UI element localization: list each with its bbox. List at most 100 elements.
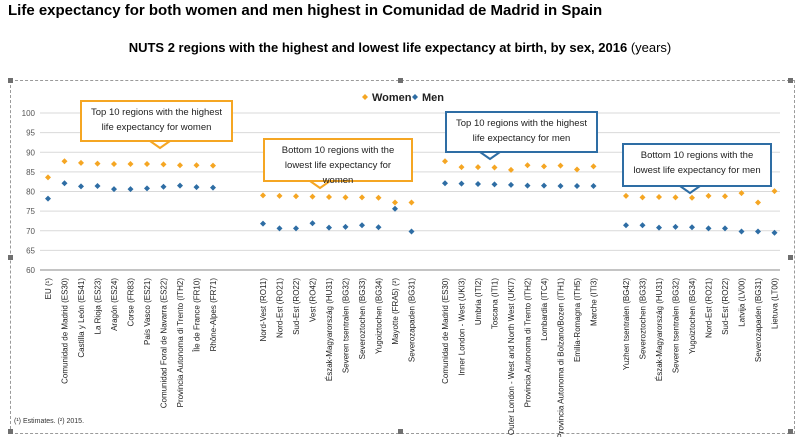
men-point <box>656 224 662 231</box>
men-point <box>590 183 597 190</box>
resize-handle[interactable] <box>788 255 793 260</box>
category-label: La Rioja (ES23) <box>94 278 103 335</box>
men-point <box>144 185 150 192</box>
category-label: Severozapaden (BG31) <box>754 278 763 362</box>
category-label: Latvija (LV00) <box>738 278 747 327</box>
men-point <box>45 195 51 202</box>
legend-women-label: Women <box>372 92 412 104</box>
category-label: Severen tsentralen (BG32) <box>342 278 351 373</box>
category-label: Comunidad de Madrid (ES30) <box>441 278 450 384</box>
legend-men-label: Men <box>422 92 444 104</box>
category-label: Severoztochen (BG33) <box>639 278 648 360</box>
y-tick-label: 95 <box>26 129 35 138</box>
category-label: Comunidad Foral de Navarra (ES22) <box>160 278 169 409</box>
women-point <box>689 194 695 201</box>
category-label: Marche (ITI3) <box>590 278 599 326</box>
men-point <box>375 224 382 231</box>
callout-pointer <box>309 180 331 190</box>
callout-box: Top 10 regions with the highest life exp… <box>445 111 598 153</box>
men-point <box>193 184 200 191</box>
men-point <box>293 225 299 232</box>
women-point <box>590 163 597 170</box>
category-label: Corse (FR83) <box>127 278 136 327</box>
women-point <box>111 161 117 168</box>
men-point <box>623 222 629 229</box>
women-point <box>276 192 283 199</box>
category-label: Nord-Est (RO21) <box>705 278 714 338</box>
y-tick-label: 85 <box>26 168 35 177</box>
women-point <box>144 161 150 168</box>
category-label: Yugoiztochen (BG34) <box>688 278 697 354</box>
category-label: Severoztochen (BG33) <box>358 278 367 360</box>
men-point <box>160 183 167 190</box>
category-label: Aragón (ES24) <box>110 278 119 331</box>
women-point <box>623 192 629 199</box>
men-point <box>689 224 695 231</box>
callout-text: Bottom 10 regions with the lowest life e… <box>633 150 761 176</box>
category-label: Észak-Magyarország (HU31) <box>325 278 334 381</box>
callout-text: Bottom 10 regions with the lowest life e… <box>281 145 395 186</box>
resize-handle[interactable] <box>398 429 403 434</box>
footnote: (¹) Estimates. (²) 2015. <box>14 418 85 425</box>
women-point <box>458 164 465 171</box>
men-point <box>524 182 531 189</box>
men-point <box>276 225 283 232</box>
chart-headline: Life expectancy for both women and men h… <box>8 2 603 19</box>
callout-box: Bottom 10 regions with the lowest life e… <box>622 143 772 187</box>
category-label: Észak-Magyarország (HU31) <box>655 278 664 381</box>
category-label: Provincia Autonoma di Trento (ITH2) <box>524 278 533 408</box>
y-tick-label: 90 <box>26 148 35 157</box>
category-label: Île de France (FR10) <box>193 278 202 353</box>
callout-pointer <box>679 185 701 195</box>
category-label: Nord-Vest (RO11) <box>259 278 268 342</box>
women-point <box>408 199 415 206</box>
resize-handle[interactable] <box>8 255 13 260</box>
women-point <box>475 164 481 171</box>
category-label: Comunidad de Madrid (ES30) <box>61 278 70 384</box>
callout-text: Top 10 regions with the highest life exp… <box>456 118 587 144</box>
women-point <box>705 192 712 199</box>
category-label: Nord-Est (RO21) <box>276 278 285 338</box>
women-point <box>557 162 564 169</box>
men-point <box>210 184 216 191</box>
men-point <box>326 224 332 231</box>
callout-pointer <box>479 151 501 161</box>
men-point <box>342 223 349 230</box>
category-label: Yugoiztochen (BG34) <box>375 278 384 354</box>
category-label: EU (¹) <box>44 278 53 300</box>
resize-handle[interactable] <box>398 78 403 83</box>
women-point <box>672 194 679 201</box>
category-label: Castilla y León (ES41) <box>77 278 86 358</box>
men-point <box>574 183 580 190</box>
category-label: Umbria (ITI2) <box>474 278 483 325</box>
y-tick-label: 60 <box>26 266 35 275</box>
callout-text: Top 10 regions with the highest life exp… <box>91 107 222 133</box>
category-label: Sud-Est (RO22) <box>292 278 301 335</box>
resize-handle[interactable] <box>8 78 13 83</box>
resize-handle[interactable] <box>788 429 793 434</box>
men-point <box>705 225 712 232</box>
callout-box: Top 10 regions with the highest life exp… <box>80 100 233 142</box>
women-point <box>392 199 398 206</box>
men-point <box>260 220 266 227</box>
resize-handle[interactable] <box>8 429 13 434</box>
men-point <box>458 180 465 187</box>
category-label: Lombardia (ITC4) <box>540 278 549 341</box>
women-point <box>293 193 299 200</box>
women-point <box>508 166 514 173</box>
men-point <box>508 181 514 188</box>
y-tick-label: 80 <box>26 188 35 197</box>
men-point <box>672 223 679 230</box>
women-point <box>755 199 761 206</box>
women-point <box>177 162 183 169</box>
category-label: Rhône-Alpes (FR71) <box>209 278 218 352</box>
chart-subtitle: NUTS 2 regions with the highest and lowe… <box>0 40 800 55</box>
women-point <box>738 190 745 197</box>
category-label: Yuzhen tsentralen (BG42) <box>622 278 631 370</box>
women-point <box>260 192 266 199</box>
men-point <box>408 228 415 235</box>
men-point <box>359 222 365 229</box>
women-point <box>375 194 382 201</box>
callout-box: Bottom 10 regions with the lowest life e… <box>263 138 413 186</box>
resize-handle[interactable] <box>788 78 793 83</box>
